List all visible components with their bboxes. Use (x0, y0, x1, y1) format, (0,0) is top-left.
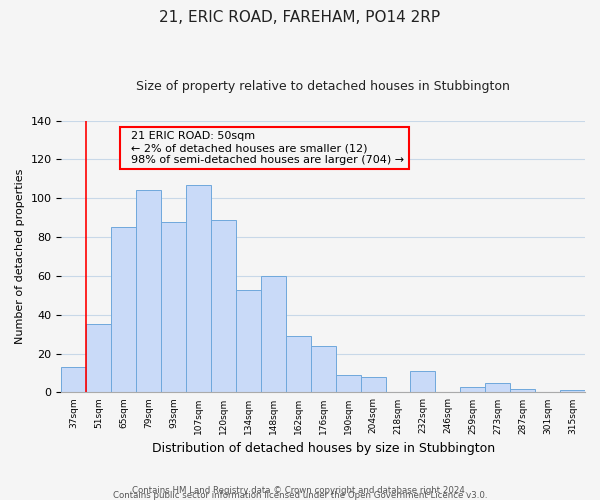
Y-axis label: Number of detached properties: Number of detached properties (15, 169, 25, 344)
Bar (311, 346, 335, 393)
Bar (211, 220, 236, 392)
Bar (410, 371, 436, 392)
Bar (560, 390, 585, 392)
Bar (111, 228, 136, 392)
Bar (335, 375, 361, 392)
Bar (460, 386, 485, 392)
Text: 21 ERIC ROAD: 50sqm
  ← 2% of detached houses are smaller (12)
  98% of semi-det: 21 ERIC ROAD: 50sqm ← 2% of detached hou… (124, 132, 404, 164)
Bar (161, 222, 186, 392)
Title: Size of property relative to detached houses in Stubbington: Size of property relative to detached ho… (136, 80, 510, 93)
Text: Contains HM Land Registry data © Crown copyright and database right 2024.: Contains HM Land Registry data © Crown c… (132, 486, 468, 495)
Bar (361, 377, 386, 392)
Bar (261, 276, 286, 392)
Bar (485, 382, 510, 392)
Bar (136, 190, 161, 392)
Bar (510, 388, 535, 392)
Bar (186, 184, 211, 392)
Bar (61, 367, 86, 392)
Text: 21, ERIC ROAD, FAREHAM, PO14 2RP: 21, ERIC ROAD, FAREHAM, PO14 2RP (160, 10, 440, 25)
Bar (236, 290, 261, 393)
X-axis label: Distribution of detached houses by size in Stubbington: Distribution of detached houses by size … (152, 442, 495, 455)
Bar (286, 336, 311, 392)
Bar (86, 324, 111, 392)
Text: Contains public sector information licensed under the Open Government Licence v3: Contains public sector information licen… (113, 491, 487, 500)
